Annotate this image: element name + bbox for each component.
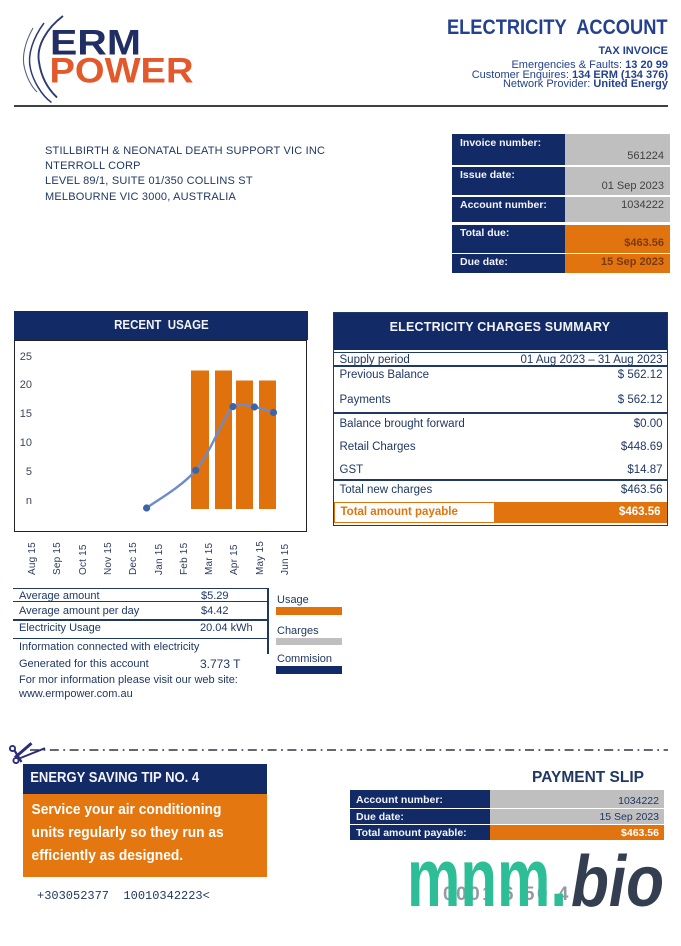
svg-text:POWER: POWER bbox=[50, 51, 194, 90]
svg-text:bio: bio bbox=[571, 842, 664, 920]
svg-text:mnm.: mnm. bbox=[407, 840, 567, 920]
svg-text:ERM: ERM bbox=[50, 24, 141, 63]
